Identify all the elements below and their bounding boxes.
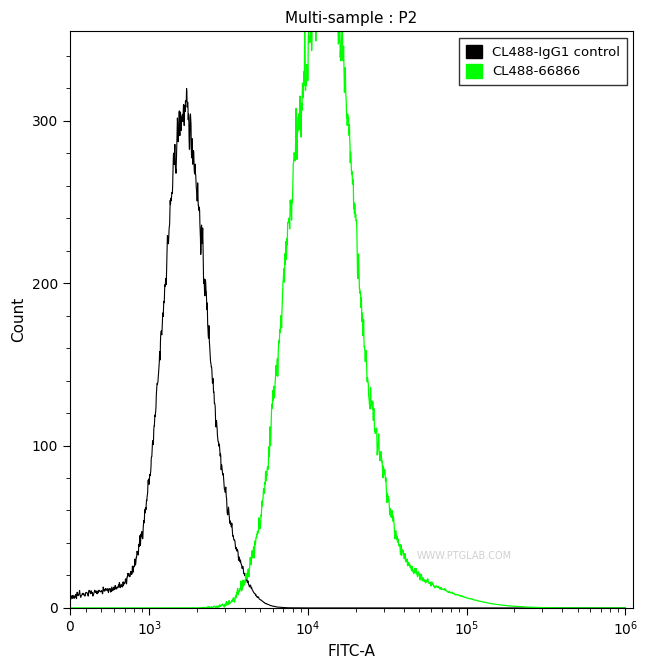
Title: Multi-sample : P2: Multi-sample : P2 [285, 11, 418, 26]
CL488-IgG1 control [183, 84, 190, 92]
CL488-IgG1 control [621, 604, 629, 612]
Line: CL488-66866: CL488-66866 [70, 0, 625, 608]
Legend: CL488-IgG1 control, CL488-66866: CL488-IgG1 control, CL488-66866 [459, 38, 627, 85]
CL488-66866 [606, 604, 614, 612]
CL488-IgG1 control [337, 604, 344, 612]
CL488-IgG1 control [322, 604, 330, 612]
CL488-66866 [337, 47, 344, 55]
CL488-66866 [504, 602, 512, 610]
CL488-IgG1 control [66, 596, 73, 604]
CL488-IgG1 control [606, 604, 614, 612]
CL488-IgG1 control [94, 588, 102, 596]
CL488-IgG1 control [606, 604, 614, 612]
CL488-66866 [94, 604, 102, 612]
CL488-66866 [66, 604, 73, 612]
CL488-66866 [621, 604, 629, 612]
Text: WWW.PTGLAB.COM: WWW.PTGLAB.COM [417, 551, 512, 561]
CL488-66866 [606, 604, 614, 612]
CL488-IgG1 control [329, 604, 337, 612]
X-axis label: FITC-A: FITC-A [328, 644, 376, 659]
Y-axis label: Count: Count [11, 297, 26, 342]
CL488-IgG1 control [504, 604, 512, 612]
Line: CL488-IgG1 control: CL488-IgG1 control [70, 88, 625, 608]
CL488-66866 [68, 604, 76, 612]
